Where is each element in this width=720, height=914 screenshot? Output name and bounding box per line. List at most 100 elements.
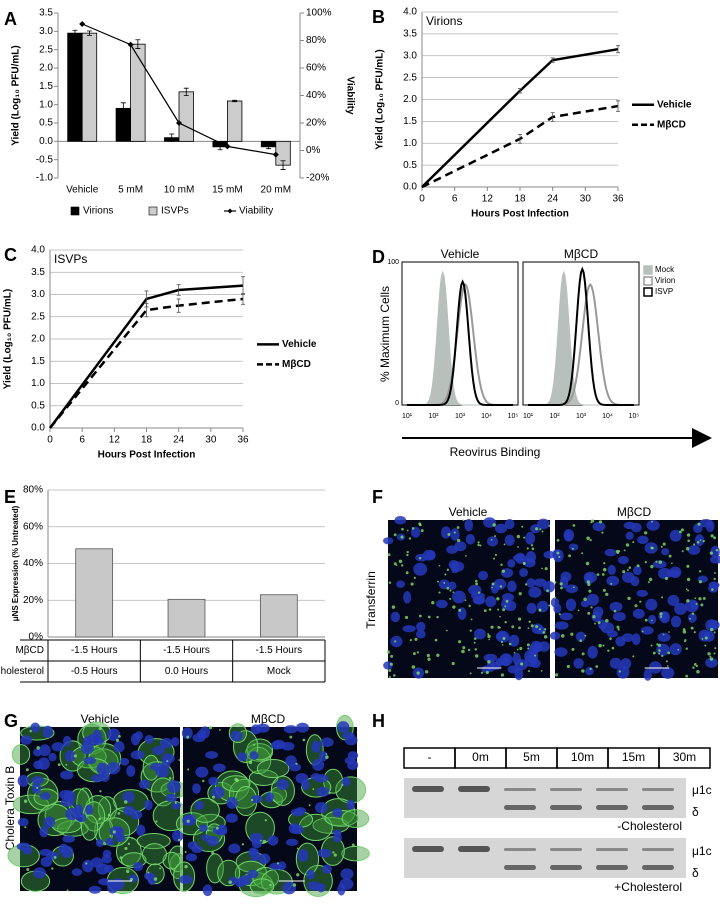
signal [465,554,467,557]
nucleus [585,666,594,676]
signal [328,792,331,795]
signal [487,633,490,635]
y-tick-label: 1.5 [31,356,45,367]
signal [587,583,591,587]
signal [658,560,663,564]
nucleus [83,756,97,765]
nucleus [39,826,49,838]
gel-band [550,788,582,791]
x-tick-label: 18 [141,435,153,446]
nucleus [337,883,346,896]
nucleus [289,763,302,772]
signal [505,599,509,603]
signal [589,539,592,542]
signal [490,625,494,629]
band-label: μ1c [692,844,712,858]
signal [98,817,102,821]
signal [572,524,576,527]
nucleus [317,848,332,858]
nucleus [178,875,193,885]
cell-membrane [51,817,82,834]
x-tick-label: 20 mM [261,185,292,196]
nucleus [65,807,79,821]
signal [710,534,714,538]
signal [601,573,605,576]
nucleus [205,751,219,759]
signal [702,540,705,543]
signal [153,877,158,881]
signal [438,564,441,567]
y-axis-label: Yield (Log₁₀ PFU/mL) [3,289,14,390]
signal [473,637,477,640]
nucleus [526,578,536,588]
signal [36,786,39,790]
nucleus [507,559,516,568]
signal [491,582,495,586]
nucleus [568,543,579,551]
lane-label: 0m [472,750,489,764]
nucleus [496,632,508,640]
signal [692,666,695,669]
signal [689,617,692,620]
y-tick-label: 100 [387,259,399,266]
signal [202,779,205,783]
error-bar [176,298,181,313]
signal [208,725,213,730]
signal [118,735,121,738]
lane-label: 30m [673,750,696,764]
signal [627,596,631,601]
error-bar [232,99,238,103]
signal [594,622,596,625]
gel-band [458,846,490,852]
signal [436,580,439,583]
line [421,47,619,188]
signal [475,654,479,658]
y-tick-label: 4.0 [403,7,417,18]
signal [586,580,590,584]
signal [641,630,644,633]
nucleus [126,765,136,777]
signal [693,631,696,634]
nucleus [646,520,660,531]
x-tick-label: 24 [173,435,185,446]
line [421,104,619,189]
signal [388,675,391,678]
signal [436,615,439,619]
nucleus [512,554,527,562]
signal [264,819,267,822]
signal [686,599,690,603]
signal [424,670,429,674]
signal [707,652,711,656]
signal [456,526,460,529]
nucleus [194,800,204,811]
signal [710,627,714,632]
nucleus [436,599,448,609]
signal [661,596,664,599]
gel-band [642,788,674,791]
signal [449,589,452,592]
nucleus [144,799,153,811]
signal [251,771,254,774]
signal [85,862,88,865]
signal [477,541,480,544]
nucleus [133,861,144,872]
signal [295,762,298,765]
nucleus [61,797,75,807]
signal [581,669,585,673]
signal [605,618,609,623]
panel-label: H [372,711,385,731]
nucleus [258,853,271,865]
signal [491,586,493,589]
signal [401,564,404,567]
y-axis-label: % Maximum Cells [378,286,392,382]
x-tick-label: 10⁴ [481,413,492,420]
nucleus [504,518,515,530]
nucleus [504,600,517,612]
nucleus [438,579,450,590]
signal [542,631,546,634]
signal [443,581,446,584]
signal [504,605,507,608]
legend-marker [227,208,233,214]
nucleus [670,615,682,628]
